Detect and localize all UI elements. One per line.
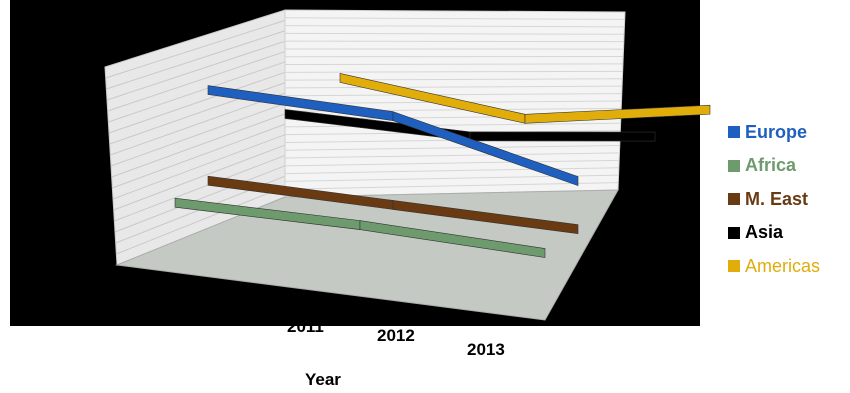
legend-item: Asia xyxy=(728,220,820,246)
legend-item: Europe xyxy=(728,119,820,145)
series-segment xyxy=(392,111,579,187)
x-tick-label: 2013 xyxy=(467,340,505,359)
legend-swatch xyxy=(728,159,740,172)
series-segment xyxy=(392,200,579,235)
legend-item: Americas xyxy=(728,253,820,279)
legend-label: Europe xyxy=(745,121,808,142)
series-segment xyxy=(524,104,711,124)
series-layer xyxy=(174,73,711,258)
legend-label: Asia xyxy=(745,222,784,242)
series-segment xyxy=(469,131,656,142)
legend-swatch xyxy=(728,126,740,138)
series-americas xyxy=(339,73,711,124)
legend-label: Americas xyxy=(745,255,821,276)
legend-label: M. East xyxy=(745,188,809,209)
series-segment xyxy=(359,220,546,258)
x-tick-label: 2011 xyxy=(287,317,324,336)
legend-item: M. East xyxy=(728,186,820,212)
legend-swatch xyxy=(728,193,740,205)
series-europe xyxy=(207,85,579,187)
legend-label: Africa xyxy=(745,155,797,175)
x-axis-title: Year xyxy=(305,370,341,389)
series-m-east xyxy=(207,175,579,235)
legend: Europe Africa M. East Asia Americas xyxy=(728,119,820,287)
legend-swatch xyxy=(728,260,740,272)
series-africa xyxy=(174,197,546,258)
legend-swatch xyxy=(728,226,740,239)
x-tick-label: 2012 xyxy=(377,326,415,345)
x-tick-labels: 2011 2012 2013 xyxy=(287,317,505,359)
legend-item: Africa xyxy=(728,153,820,179)
